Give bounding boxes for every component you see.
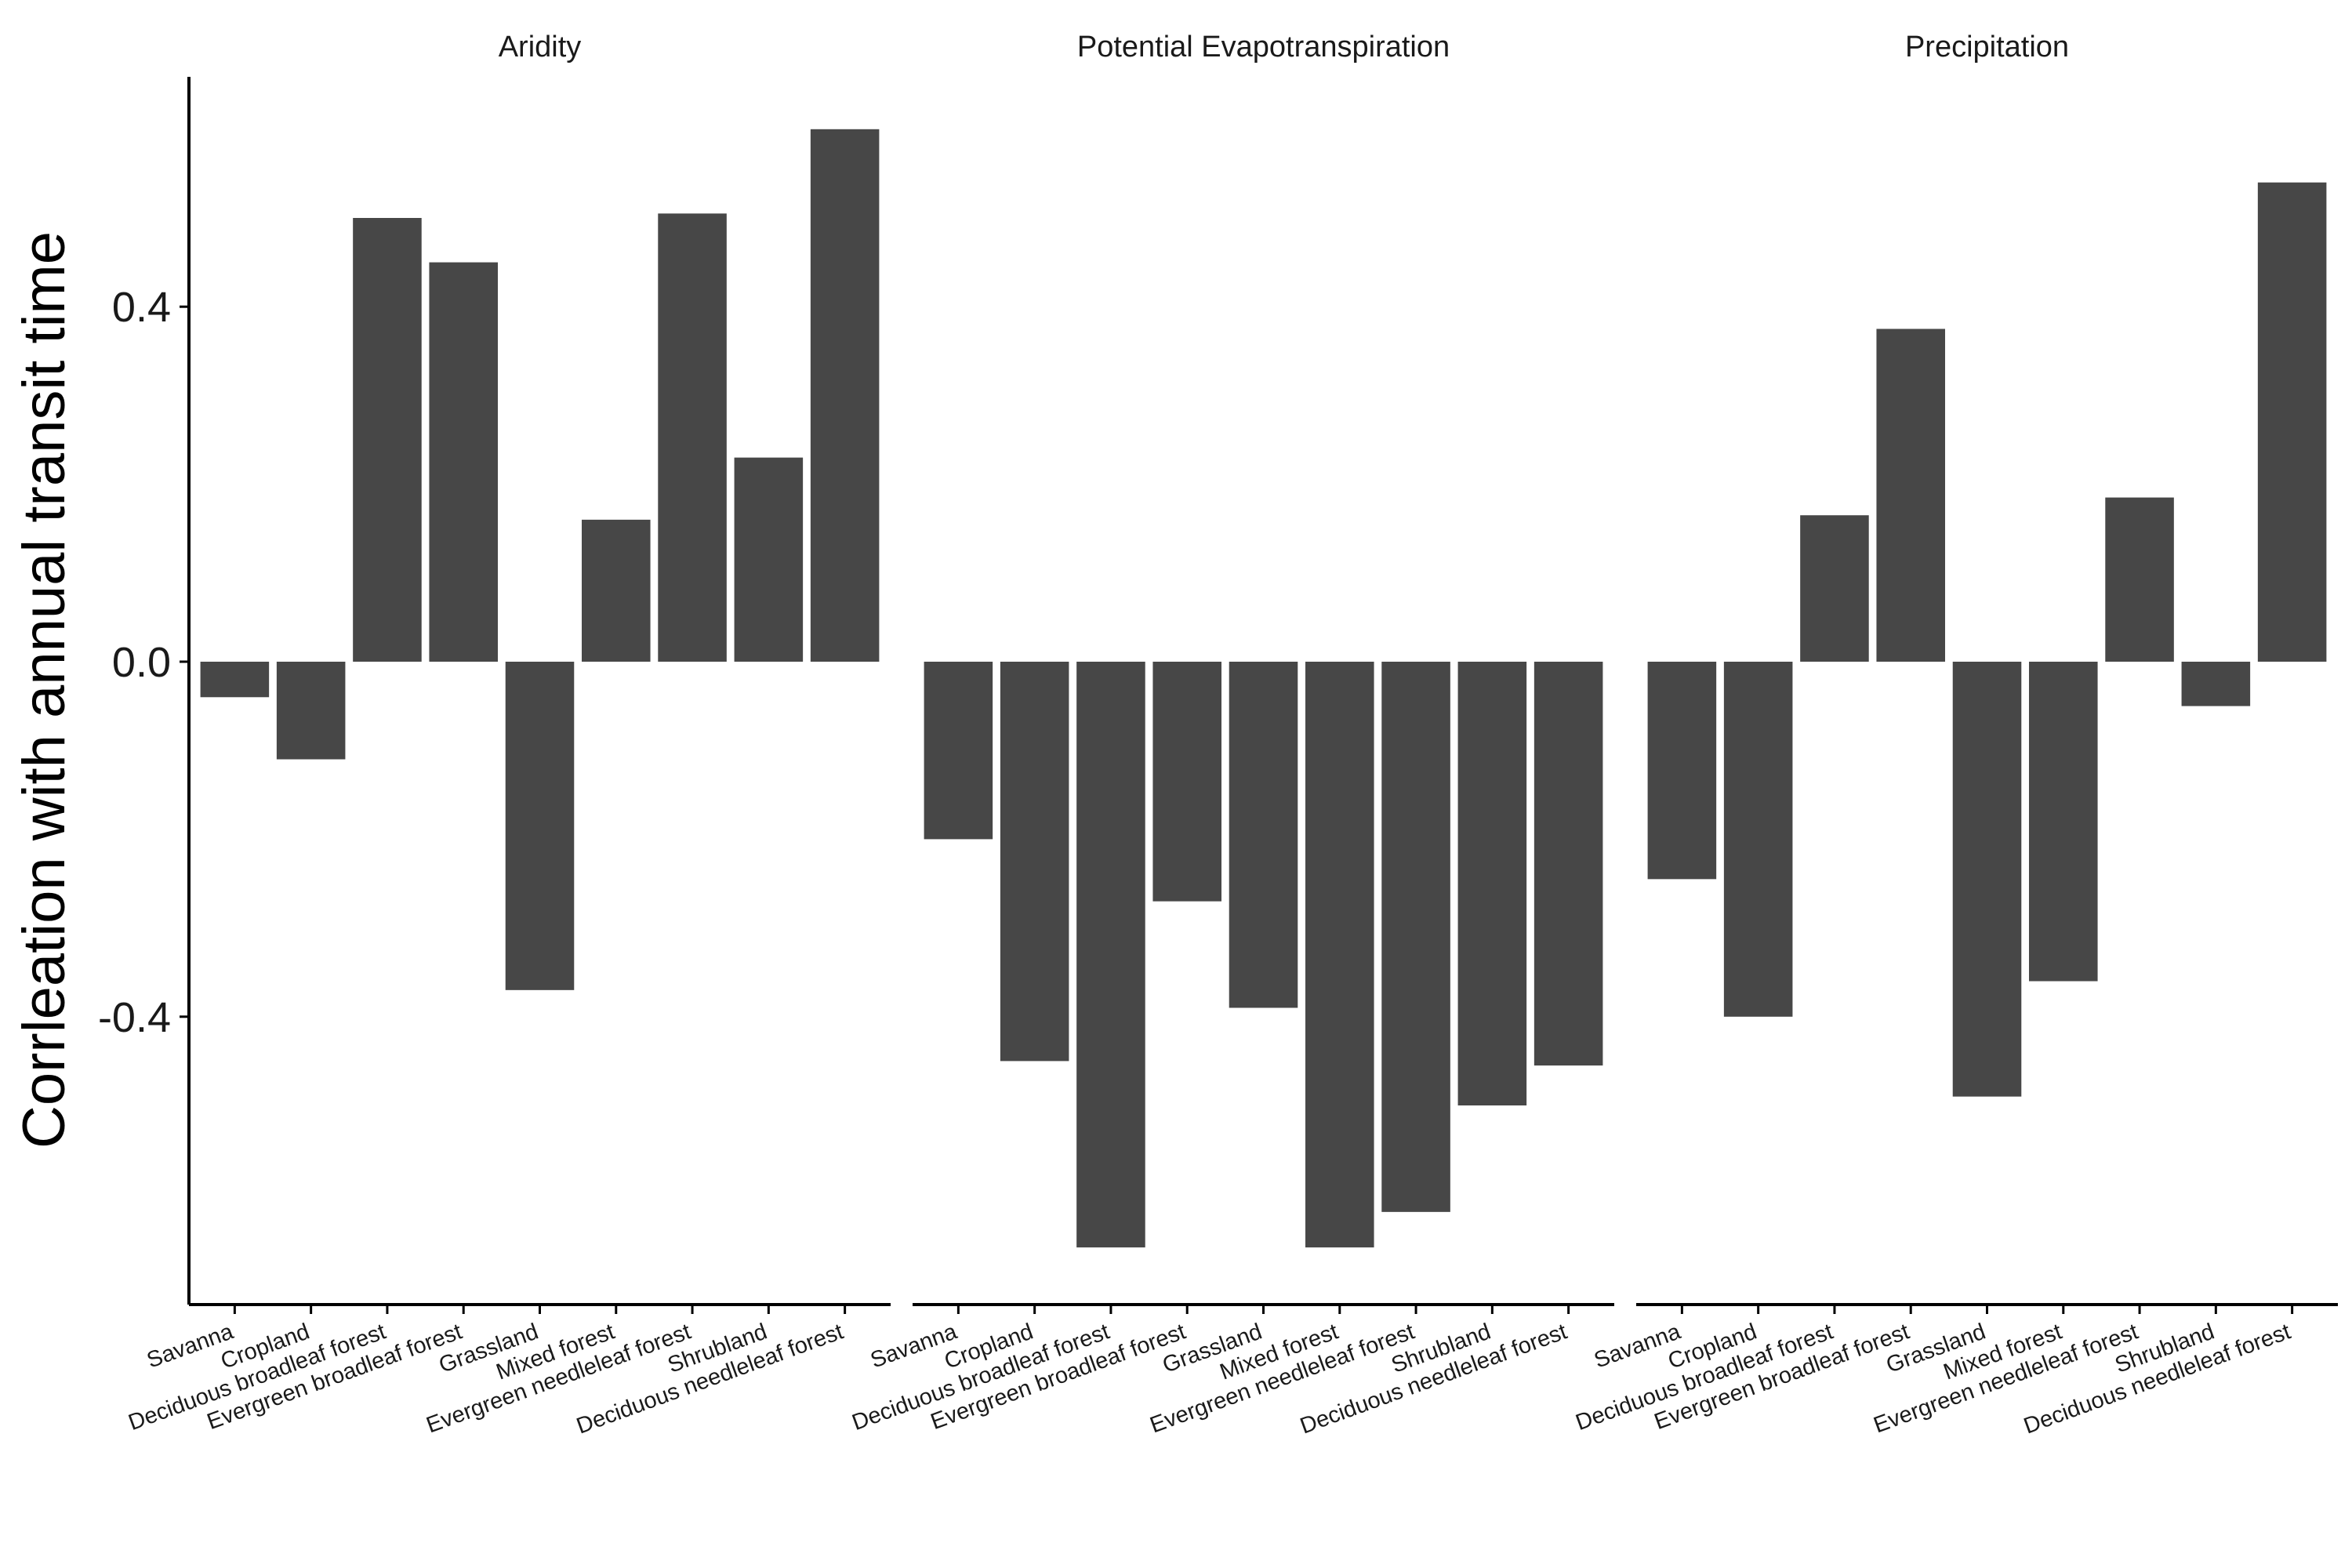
y-tick-label: 0.4 bbox=[112, 284, 171, 331]
bar-evergreen-broadleaf-forest bbox=[1152, 662, 1221, 902]
y-tick-label: -0.4 bbox=[98, 994, 171, 1041]
bar-deciduous-needleleaf-forest bbox=[810, 129, 880, 662]
bar-shrubland bbox=[2181, 662, 2251, 706]
bar-evergreen-broadleaf-forest bbox=[1876, 328, 1945, 662]
bar-evergreen-broadleaf-forest bbox=[429, 262, 498, 662]
bar-mixed-forest bbox=[1305, 662, 1374, 1248]
bar-mixed-forest bbox=[582, 519, 651, 662]
facet-title: Aridity bbox=[499, 31, 582, 64]
y-axis-label: Corrleation with annual transit time bbox=[11, 231, 78, 1149]
plot-area: -0.4 0.0 0.4AriditySavannaCroplandDeciduou… bbox=[98, 31, 2338, 1439]
bar-savanna bbox=[924, 662, 993, 840]
bar-grassland bbox=[1229, 662, 1298, 1008]
bar-savanna bbox=[200, 662, 270, 698]
bar-shrubland bbox=[1457, 662, 1527, 1105]
bar-evergreen-needleleaf-forest bbox=[2105, 497, 2174, 662]
bar-cropland bbox=[1723, 662, 1793, 1017]
bar-evergreen-needleleaf-forest bbox=[1381, 662, 1450, 1212]
bar-grassland bbox=[505, 662, 575, 990]
facet-title: Potential Evapotranspiration bbox=[1077, 31, 1450, 64]
bar-deciduous-broadleaf-forest bbox=[353, 218, 422, 662]
bar-cropland bbox=[276, 662, 346, 760]
bar-grassland bbox=[1952, 662, 2022, 1097]
facet-title: Precipitation bbox=[1905, 31, 2069, 64]
bar-deciduous-broadleaf-forest bbox=[1076, 662, 1145, 1248]
bar-deciduous-broadleaf-forest bbox=[1800, 515, 1869, 662]
y-tick-label: 0.0 bbox=[112, 639, 171, 686]
facet-panel-2: Potential EvapotranspirationSavannaCropl… bbox=[849, 31, 1614, 1439]
bar-deciduous-needleleaf-forest bbox=[2257, 182, 2327, 662]
bar-savanna bbox=[1647, 662, 1717, 880]
bar-shrubland bbox=[734, 457, 804, 662]
bar-evergreen-needleleaf-forest bbox=[658, 213, 727, 662]
bar-deciduous-needleleaf-forest bbox=[1534, 662, 1603, 1066]
bar-mixed-forest bbox=[2029, 662, 2098, 982]
bar-cropland bbox=[1000, 662, 1069, 1062]
